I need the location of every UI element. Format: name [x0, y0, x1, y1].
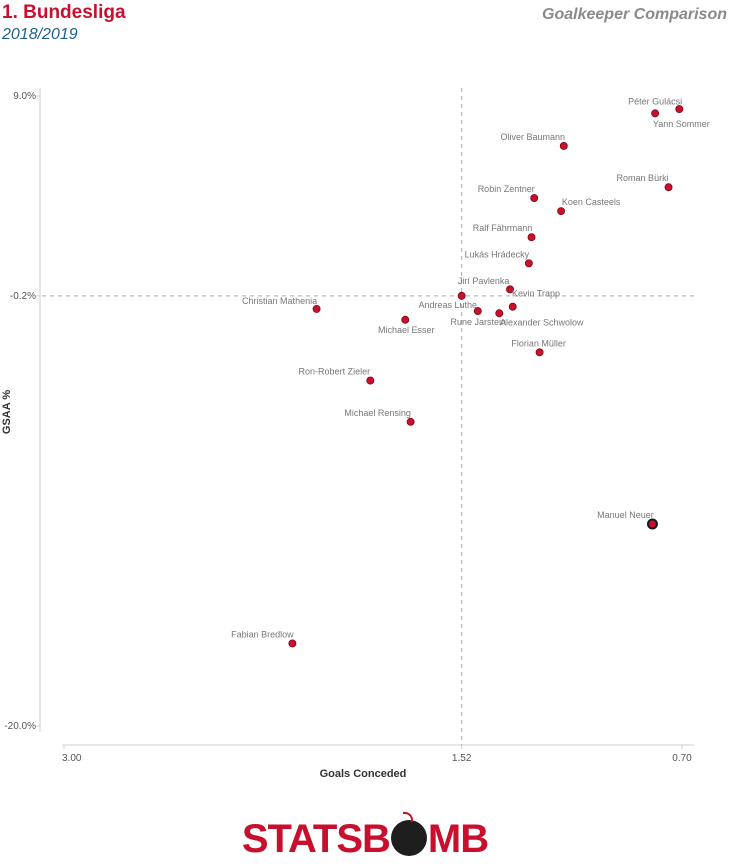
y-tick-label: -20.0%: [4, 721, 36, 732]
data-point: Roman Bürki: [617, 173, 673, 192]
bomb-icon: [390, 812, 427, 856]
data-point: Lukás Hrádecky: [465, 249, 533, 268]
x-tick-label: 1.52: [452, 753, 472, 764]
data-point-marker: [495, 309, 504, 318]
data-point-marker: [401, 315, 410, 324]
data-point: Koen Casteels: [557, 197, 621, 216]
data-point-label: Alexander Schwolow: [500, 318, 584, 328]
data-point-marker: [473, 307, 482, 316]
data-point: Ron-Robert Zieler: [299, 367, 375, 385]
scatter-chart: 9.0% -0.2% -20.0% 3.00 1.52 0.70 Goals Concede…: [1, 88, 710, 780]
data-point-marker: [535, 348, 544, 357]
data-point-marker: [406, 417, 415, 426]
data-point-label: Fabian Bredlow: [231, 629, 294, 639]
data-point: Fabian Bredlow: [231, 629, 297, 648]
data-point-label: Oliver Baumann: [501, 132, 566, 142]
logo-text-right: MB: [427, 817, 489, 861]
data-point-marker: [557, 207, 566, 216]
data-point-label: Michael Esser: [378, 325, 435, 335]
data-point-label: Roman Bürki: [617, 173, 669, 183]
x-tick-label: 3.00: [62, 753, 82, 764]
data-point: Yann Sommer: [653, 105, 710, 129]
data-point-marker: [506, 285, 514, 294]
data-points: Péter Gulácsi Yann Sommer Oliver Baumann Ro…: [231, 96, 710, 648]
data-point-marker: [527, 233, 536, 242]
league-title: 1. Bundesliga: [2, 2, 126, 23]
y-tick-label: 9.0%: [13, 91, 36, 102]
x-axis-title: Goals Conceded: [320, 768, 407, 780]
data-point: Oliver Baumann: [501, 132, 568, 150]
data-point-marker: [675, 105, 684, 113]
data-point-label: Michael Rensing: [344, 408, 411, 418]
data-point-marker: [530, 194, 539, 203]
data-point-label: Koen Casteels: [562, 197, 621, 207]
data-point-marker: [457, 291, 466, 300]
axes: 9.0% -0.2% -20.0% 3.00 1.52 0.70 Goals Concede…: [1, 88, 696, 780]
data-point: Christian Mathenia: [242, 296, 321, 313]
data-point: Kevin Trapp: [506, 285, 560, 298]
season-label: 2018/2019: [2, 26, 78, 43]
data-point-marker: [524, 259, 533, 268]
data-point-label: Ralf Fährmann: [473, 223, 533, 233]
data-point-label: Ron-Robert Zieler: [299, 367, 371, 377]
data-point-marker: [664, 183, 673, 192]
data-point-label: Andreas Luthe: [419, 300, 478, 310]
data-point: Rune Jarstein: [451, 309, 507, 327]
data-point: Michael Rensing: [344, 408, 415, 426]
data-point: Andreas Luthe: [419, 300, 482, 316]
data-point-label: Christian Mathenia: [242, 296, 317, 306]
data-point-label: Florian Müller: [511, 338, 566, 348]
data-point-marker: [288, 639, 297, 648]
data-point: Manuel Neuer: [597, 510, 658, 530]
data-point: Robin Zentner: [478, 184, 539, 203]
data-point-marker: [508, 302, 517, 311]
data-point-marker: [651, 109, 660, 118]
data-point: Ralf Fährmann: [473, 223, 536, 242]
chart-title: Goalkeeper Comparison: [542, 6, 727, 23]
y-axis-title: GSAA %: [1, 390, 13, 434]
data-point-marker: [648, 520, 656, 528]
statsbomb-logo: STATSB MB: [0, 812, 730, 862]
data-point-label: Robin Zentner: [478, 184, 535, 194]
data-point-label: Jirí Pavlenka: [458, 276, 510, 286]
data-point: Péter Gulácsi: [628, 96, 682, 118]
data-point-label: Lukás Hrádecky: [465, 249, 530, 259]
data-point-label: Yann Sommer: [653, 119, 710, 129]
data-point-label: Péter Gulácsi: [628, 96, 682, 106]
data-point: Florian Müller: [511, 338, 566, 357]
data-point-marker: [559, 142, 568, 150]
data-point: Jirí Pavlenka: [457, 276, 510, 300]
data-point: Alexander Schwolow: [500, 302, 584, 328]
data-point: Michael Esser: [378, 315, 435, 335]
data-point-marker: [366, 376, 375, 385]
data-point-label: Kevin Trapp: [512, 288, 560, 298]
x-tick-label: 0.70: [672, 753, 692, 764]
data-point-marker: [312, 304, 321, 313]
y-tick-label: -0.2%: [10, 291, 36, 302]
logo-text-left: STATSB: [241, 817, 391, 861]
data-point-label: Rune Jarstein: [451, 317, 507, 327]
data-point-label: Manuel Neuer: [597, 510, 654, 520]
